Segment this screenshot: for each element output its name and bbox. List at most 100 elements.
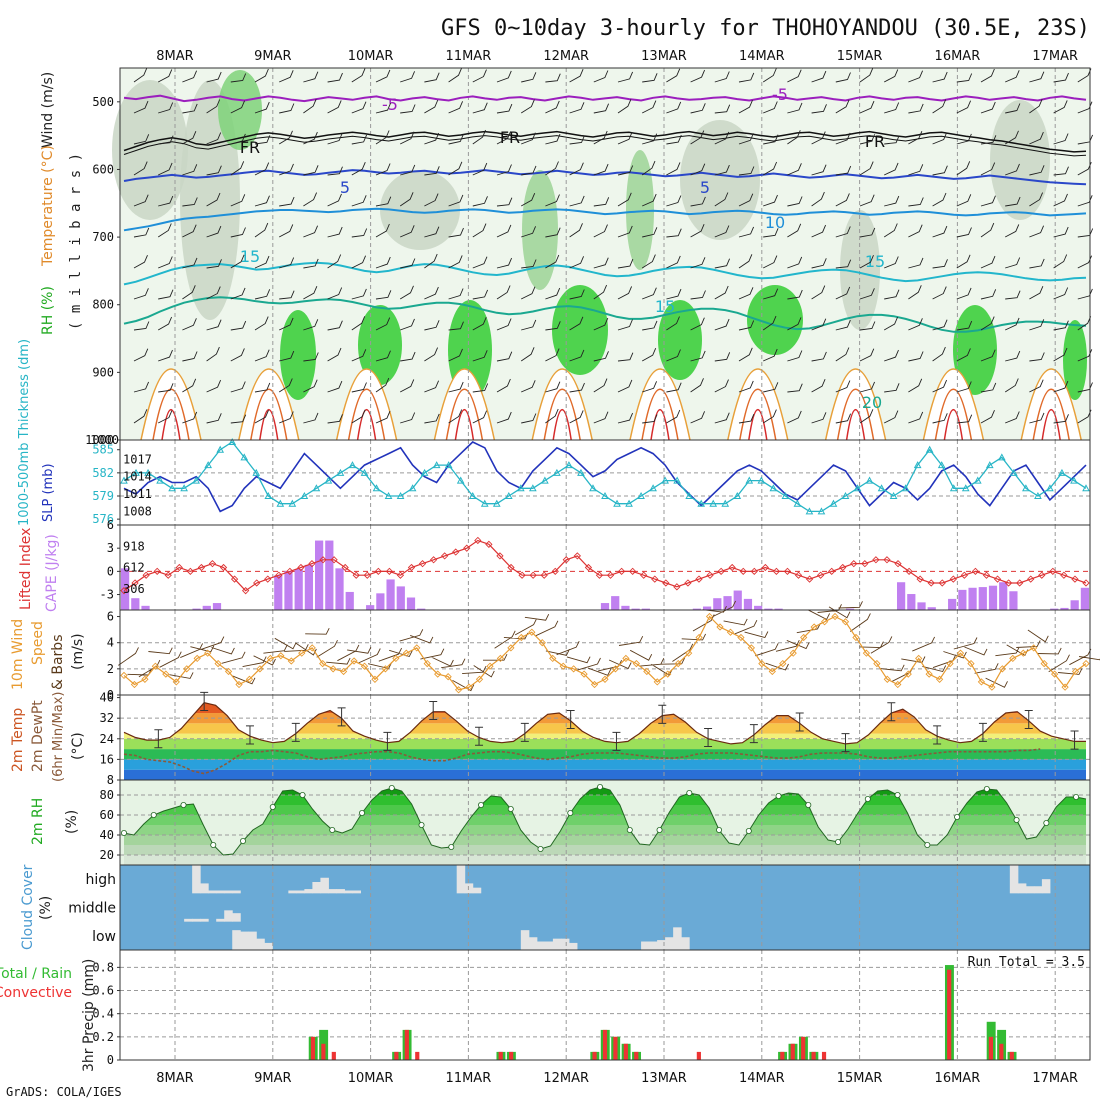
precip-panel: 0 0.2 0.4 0.6 0.8 (92, 949, 1091, 1067)
wind-ylabel-c: & Barbs (50, 635, 66, 691)
li-marker (739, 567, 747, 576)
cloud-low-bar (665, 937, 674, 950)
rh-marker (1073, 794, 1080, 801)
dewpt-line (123, 748, 1041, 775)
cape-left-tick: 6 (107, 518, 114, 532)
warm-tongue-inner (1032, 388, 1070, 441)
contour-label-15: 15 (655, 297, 675, 316)
temp-contour-20 (123, 296, 1087, 333)
slp-left-tick: 582 (92, 466, 114, 480)
cape-bar (764, 608, 773, 610)
cape-bar (284, 571, 293, 610)
thickness-marker (480, 499, 489, 507)
thickness-marker (649, 484, 657, 492)
temp-ylabel-c: (6hr Min/Max) (51, 692, 66, 782)
precip-conv-bar (821, 1051, 827, 1060)
li-marker (186, 567, 194, 576)
cloud-high-bar (1009, 865, 1019, 894)
temp-minmax-whisker (887, 702, 896, 722)
precip-conv-bar (592, 1051, 597, 1060)
warm-tongue-core (552, 408, 572, 441)
wind-speed-marker (1061, 683, 1069, 691)
li-line (123, 539, 1087, 592)
li-marker (230, 575, 239, 583)
li-marker (275, 571, 283, 579)
rh-shade (522, 170, 558, 290)
wind-speed-marker (486, 662, 494, 670)
temp-minmax-whisker (658, 704, 667, 724)
precip-conv-bar (415, 1051, 420, 1060)
precip-conv-bar (790, 1043, 795, 1060)
cloud-low-bar (248, 931, 257, 950)
wind-y-tick: 2 (107, 662, 114, 676)
cape-bar (366, 605, 375, 610)
wind-speed-marker (1030, 644, 1038, 652)
precip-y-tick: 0.4 (92, 1007, 114, 1021)
wind-speed-marker (988, 683, 996, 691)
cloud-high-bar (472, 887, 482, 894)
thickness-marker (793, 499, 802, 507)
wind-speed-marker (820, 618, 829, 626)
rh-marker (269, 804, 276, 811)
li-marker (319, 556, 327, 564)
li-marker (363, 571, 371, 579)
rh-marker (983, 786, 990, 793)
slp-left-tick: 585 (92, 443, 114, 457)
thickness-marker (216, 445, 225, 453)
cape-bar (1080, 587, 1089, 610)
li-marker (197, 563, 206, 572)
wind-speed-marker (559, 662, 567, 670)
thickness-marker (901, 484, 910, 492)
top-date-10MAR: 10MAR (348, 49, 394, 64)
thickness-marker (853, 484, 862, 492)
thickness-marker (228, 437, 237, 445)
bottom-date-17MAR: 17MAR (1032, 1071, 1078, 1086)
precip-conv-bar (623, 1043, 628, 1060)
cloud-low-bar (520, 930, 530, 950)
li-marker (1016, 579, 1024, 587)
upper-ylabel-mb: ( m i l l i b a r s ) (68, 153, 84, 330)
rh-2m-panel: 20 40 60 80 (100, 779, 1091, 866)
wind-speed-marker (946, 659, 954, 668)
li-marker (518, 571, 526, 579)
rh-marker (210, 842, 217, 849)
rh-marker (299, 792, 306, 799)
cloud-ylabels: Cloud Cover (%) (20, 864, 54, 950)
li-marker (573, 552, 581, 560)
cape-bar (600, 603, 610, 610)
li-marker (651, 575, 659, 583)
cape-bar (1060, 607, 1069, 610)
wind-speed-marker (308, 644, 316, 652)
rh-shade (1063, 320, 1087, 400)
thickness-marker (420, 468, 429, 476)
wind-speed-marker (977, 678, 986, 686)
li-marker (706, 571, 714, 579)
rh-band (124, 815, 1086, 825)
wind-speed-marker (768, 667, 776, 676)
li-marker (850, 559, 858, 568)
thickness-marker (372, 484, 381, 492)
li-marker (1082, 579, 1090, 587)
thickness-marker (288, 499, 297, 507)
cape-bar (417, 608, 426, 610)
wind-speed-marker (841, 618, 850, 626)
temp-ylabel-unit: (°C) (70, 732, 86, 760)
li-marker (153, 567, 161, 576)
cape-bar (733, 590, 742, 610)
cape-bar (845, 608, 855, 610)
thickness-marker (312, 484, 321, 492)
li-marker (938, 579, 946, 587)
wind-speed-marker (852, 633, 860, 642)
thickness-marker (529, 484, 537, 492)
slp-thickness-panel: 585 582 579 576 1017 1014 1011 1008 1000 (90, 433, 1091, 526)
thickness-marker (721, 499, 730, 507)
warm-tongue-inner (152, 388, 190, 441)
li-marker (540, 571, 548, 579)
warm-tongue-core (1041, 408, 1061, 441)
thickness-marker (168, 484, 176, 492)
li-marker (905, 567, 913, 576)
cloud-high-bar (352, 890, 361, 894)
precip-conv-bar (988, 1036, 993, 1060)
wind-speed-marker (580, 670, 588, 678)
